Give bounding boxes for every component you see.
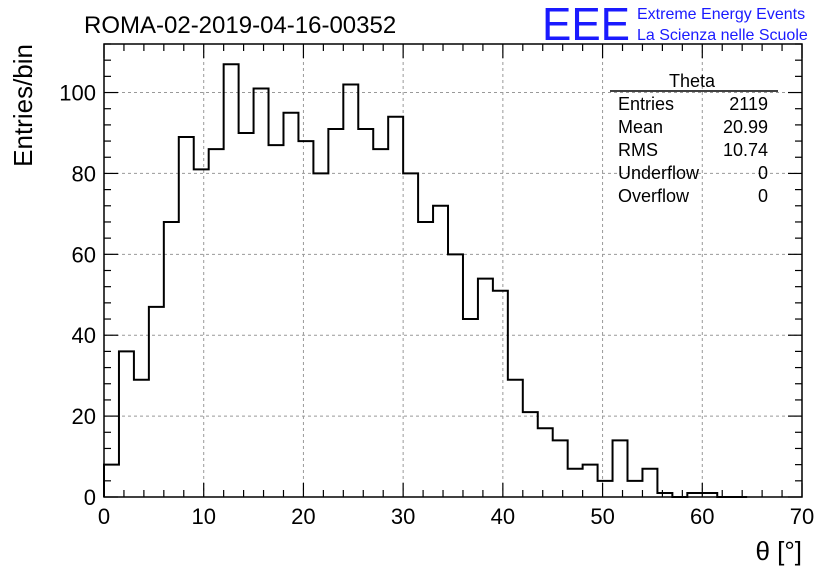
- plot-frame: [103, 43, 803, 498]
- y-tick-label: 20: [72, 404, 96, 429]
- stats-label: Entries: [618, 94, 674, 114]
- y-tick-label: 60: [72, 242, 96, 267]
- x-tick-label: 60: [690, 504, 714, 529]
- histogram-series: [103, 63, 748, 498]
- stats-label: Mean: [618, 117, 663, 137]
- stats-box-title: Theta: [669, 71, 716, 91]
- y-axis-label: Entries/bin: [8, 44, 38, 167]
- stats-box: Theta Entries 2119 Mean 20.99 RMS 10.74 …: [610, 71, 778, 206]
- grid-lines: [104, 44, 802, 497]
- stats-label: Underflow: [618, 163, 700, 183]
- y-tick-label: 80: [72, 161, 96, 186]
- x-tick-label: 0: [98, 504, 110, 529]
- eee-logo: EEE Extreme Energy Events La Scienza nel…: [542, 0, 808, 50]
- stats-label: Overflow: [618, 186, 690, 206]
- stats-value: 20.99: [723, 117, 768, 137]
- x-axis-label: θ [°]: [755, 536, 802, 566]
- y-tick-label: 100: [59, 81, 96, 106]
- logo-line-2: La Scienza nelle Scuole: [637, 27, 808, 44]
- logo-line-1: Extreme Energy Events: [637, 6, 805, 23]
- x-tick-label: 10: [191, 504, 215, 529]
- x-tick-label: 50: [590, 504, 614, 529]
- y-tick-labels: 0 20 40 60 80 100: [59, 81, 96, 510]
- x-tick-label: 30: [391, 504, 415, 529]
- x-tick-label: 40: [491, 504, 515, 529]
- run-title: ROMA-02-2019-04-16-00352: [84, 12, 396, 39]
- stats-label: RMS: [618, 140, 658, 160]
- x-tick-label: 70: [790, 504, 814, 529]
- y-tick-label: 0: [84, 485, 96, 510]
- stats-value: 0: [758, 186, 768, 206]
- y-tick-label: 40: [72, 323, 96, 348]
- stats-value: 0: [758, 163, 768, 183]
- stats-value: 2119: [729, 94, 768, 114]
- axis-ticks: [103, 43, 803, 498]
- logo-text: EEE: [542, 0, 630, 50]
- x-tick-labels: 0 10 20 30 40 50 60 70: [98, 504, 814, 529]
- x-tick-label: 20: [291, 504, 315, 529]
- stats-value: 10.74: [723, 140, 768, 160]
